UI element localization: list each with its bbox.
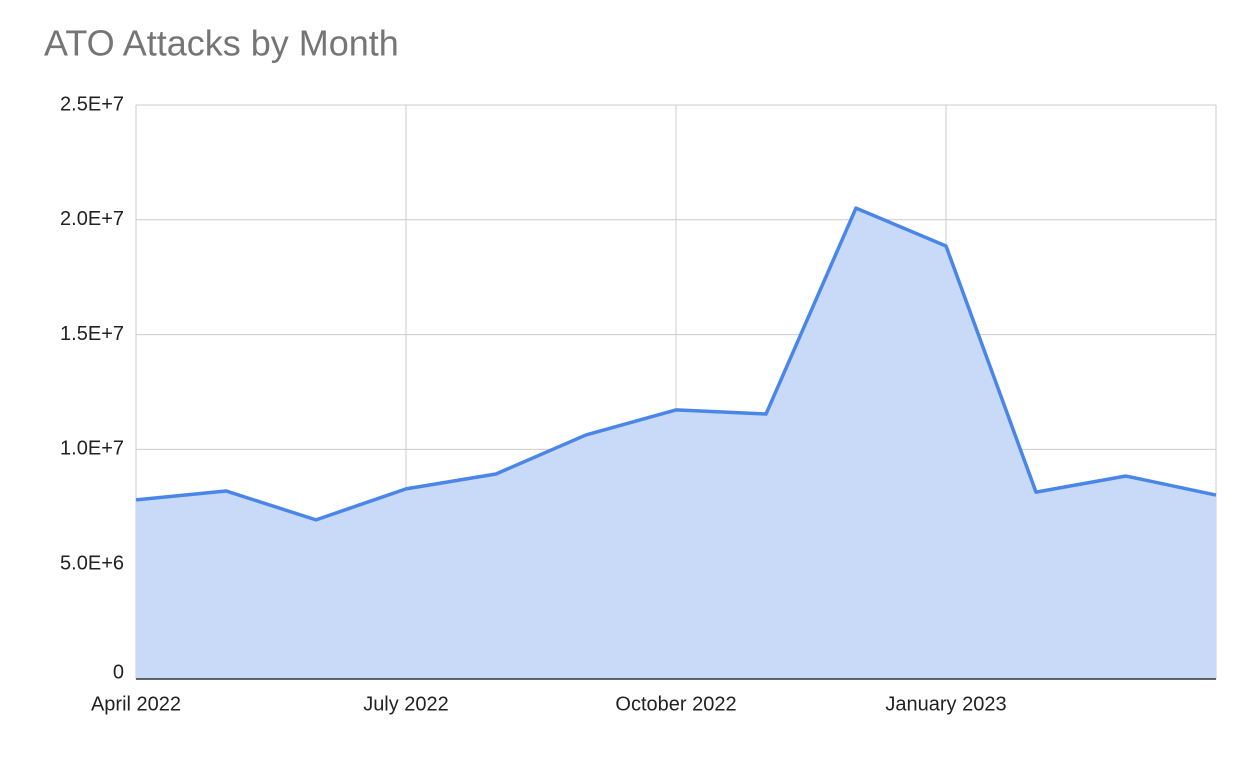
- x-tick-label: April 2022: [91, 693, 181, 715]
- x-tick-label: October 2022: [615, 693, 736, 715]
- chart-title: ATO Attacks by Month: [44, 23, 399, 64]
- area: [136, 208, 1216, 679]
- y-tick-label: 0: [113, 661, 124, 683]
- y-tick-label: 1.0E+7: [60, 438, 124, 460]
- x-tick-label: July 2022: [363, 693, 449, 715]
- y-tick-label: 5.0E+6: [60, 552, 124, 574]
- x-tick-label: January 2023: [885, 693, 1006, 715]
- y-tick-label: 2.5E+7: [60, 93, 124, 115]
- y-tick-label: 2.0E+7: [60, 208, 124, 230]
- line: [135, 206, 1217, 522]
- y-tick-label: 1.5E+7: [60, 323, 124, 345]
